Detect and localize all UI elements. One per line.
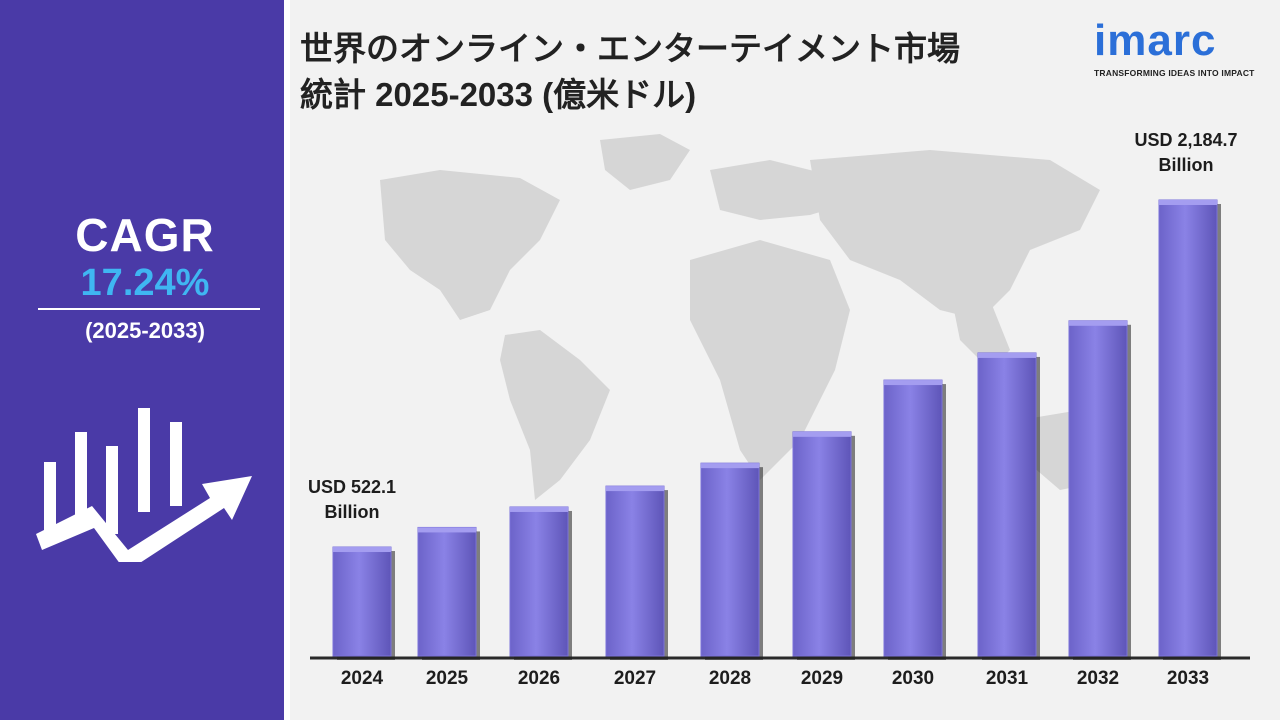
- bar-2026: [509, 506, 569, 657]
- x-tick-label-2027: 2027: [614, 668, 656, 689]
- cagr-label: CAGR: [75, 209, 215, 261]
- logo-word: imarc: [1094, 16, 1217, 65]
- bar-2031: [977, 352, 1037, 657]
- page-title: 世界のオンライン・エンターテイメント市場 統計 2025-2033 (億米ドル): [300, 26, 1060, 118]
- bar-2029: [792, 431, 852, 657]
- x-tick-label-2030: 2030: [892, 668, 934, 689]
- cagr-period: (2025-2033): [85, 318, 205, 343]
- logo-tagline: TRANSFORMING IDEAS INTO IMPACT: [1094, 68, 1255, 78]
- bar-2024: [332, 546, 392, 657]
- bar-cap-2025: [418, 527, 476, 533]
- x-tick-label-2033: 2033: [1167, 668, 1209, 689]
- x-tick-label-2028: 2028: [709, 668, 751, 689]
- bar-cap-2033: [1159, 200, 1217, 205]
- bar-2025: [417, 526, 477, 657]
- bar-chart-arrow-icon: [36, 408, 252, 562]
- bar-cap-2024: [333, 547, 391, 553]
- data-label-2024-line2: Billion: [325, 502, 380, 522]
- x-tick-label-2031: 2031: [986, 668, 1029, 689]
- bar-cap-2029: [793, 431, 851, 437]
- x-tick-label-2025: 2025: [426, 668, 469, 689]
- x-tick-label-2029: 2029: [801, 668, 843, 689]
- bar-2032: [1068, 320, 1128, 657]
- data-label-2024-line1: USD 522.1: [308, 477, 396, 497]
- x-tick-label-2032: 2032: [1077, 668, 1119, 689]
- data-label-2033-line1: USD 2,184.7: [1134, 130, 1237, 150]
- x-tick-label-2026: 2026: [518, 668, 560, 689]
- x-tick-label-2024: 2024: [341, 668, 384, 689]
- bar-chart: 2024 2025 2026 2027 2028 2029 2030 2031 2032 2033…: [308, 130, 1250, 689]
- imarc-logo: imarc TRANSFORMING IDEAS INTO IMPACT: [1094, 16, 1264, 79]
- bar-cap-2032: [1069, 320, 1127, 326]
- title-line-1: 世界のオンライン・エンターテイメント市場: [300, 30, 960, 67]
- cagr-divider: [38, 308, 260, 310]
- bar-cap-2030: [884, 380, 942, 386]
- bar-cap-2027: [606, 486, 664, 492]
- bar-cap-2031: [978, 352, 1036, 358]
- world-map-icon: [380, 134, 1120, 500]
- bar-cap-2028: [701, 463, 759, 469]
- cagr-value: 17.24%: [80, 262, 210, 304]
- title-line-2: 統計 2025-2033 (億米ドル): [300, 76, 697, 113]
- bar-2033: [1158, 199, 1218, 657]
- sidebar: [0, 0, 284, 720]
- bar-2030: [883, 379, 943, 657]
- sidebar-divider: [284, 0, 290, 720]
- bar-2028: [700, 462, 760, 657]
- bar-2027: [605, 485, 665, 657]
- data-label-2033-line2: Billion: [1159, 155, 1214, 175]
- bar-cap-2026: [510, 506, 568, 512]
